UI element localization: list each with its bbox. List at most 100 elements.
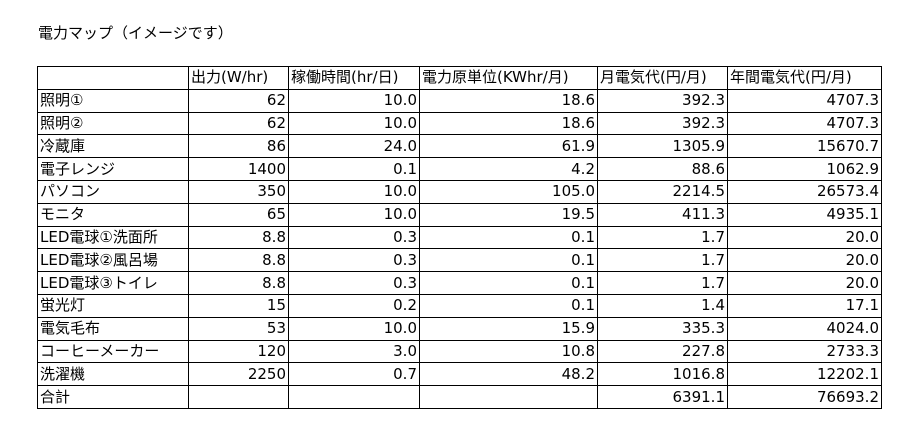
cell: 48.2 <box>419 362 598 387</box>
cell: 0.7 <box>288 362 420 387</box>
cell: 19.5 <box>419 202 598 227</box>
cell: 0.1 <box>419 225 598 250</box>
cell: 0.1 <box>419 293 598 318</box>
cell: 53 <box>188 316 289 341</box>
cell: 1400 <box>188 157 289 181</box>
cell: 4707.3 <box>727 111 882 136</box>
cell: 411.3 <box>597 202 728 227</box>
cell: 24.0 <box>288 134 420 159</box>
header-cell: 月電気代(円/月) <box>597 66 728 90</box>
cell: 10.0 <box>288 179 420 204</box>
cell: 62 <box>188 111 289 136</box>
cell: 227.8 <box>597 339 728 364</box>
cell: 18.6 <box>419 88 598 113</box>
cell: 15670.7 <box>727 134 882 159</box>
cell: 0.3 <box>288 225 420 250</box>
cell: 8.8 <box>188 225 289 250</box>
row-label: LED電球②風呂場 <box>37 248 189 273</box>
cell: 10.8 <box>419 339 598 364</box>
cell: 10.0 <box>288 88 420 113</box>
cell: 1016.8 <box>597 362 728 387</box>
row: モニタ 65 10.0 19.5 411.3 4935.1 <box>37 202 882 227</box>
row: 電子レンジ 1400 0.1 4.2 88.6 1062.9 <box>37 157 882 181</box>
header-cell: 出力(W/hr) <box>188 66 289 90</box>
cell: 2214.5 <box>597 179 728 204</box>
row-label: 照明① <box>37 88 189 113</box>
cell: 10.0 <box>288 111 420 136</box>
cell: 4707.3 <box>727 88 882 113</box>
row-label: 電子レンジ <box>37 157 189 181</box>
cell: 392.3 <box>597 111 728 136</box>
row-label: 蛍光灯 <box>37 293 189 318</box>
row: パソコン 350 10.0 105.0 2214.5 26573.4 <box>37 179 882 204</box>
cell: 1305.9 <box>597 134 728 159</box>
row-label: 洗濯機 <box>37 362 189 387</box>
cell: 120 <box>188 339 289 364</box>
cell: 1.7 <box>597 271 728 295</box>
row-label: モニタ <box>37 202 189 227</box>
cell: 0.3 <box>288 271 420 295</box>
cell <box>188 385 289 409</box>
cell: 4.2 <box>419 157 598 181</box>
cell: 2733.3 <box>727 339 882 364</box>
header-cell: 電力原単位(KWhr/月) <box>419 66 598 90</box>
cell: 62 <box>188 88 289 113</box>
row-label: 冷蔵庫 <box>37 134 189 159</box>
cell: 20.0 <box>727 225 882 250</box>
row: コーヒーメーカー 120 3.0 10.8 227.8 2733.3 <box>37 339 882 364</box>
cell: 10.0 <box>288 316 420 341</box>
row-label: パソコン <box>37 179 189 204</box>
title: 電力マップ（イメージです） <box>38 24 233 42</box>
cell: 20.0 <box>727 271 882 295</box>
cell <box>419 385 598 409</box>
cell: 61.9 <box>419 134 598 159</box>
table-body: 出力(W/hr) 稼働時間(hr/日) 電力原単位(KWhr/月) 月電気代(円/月)… <box>37 66 882 409</box>
cell: 3.0 <box>288 339 420 364</box>
cell: 4935.1 <box>727 202 882 227</box>
row-label: コーヒーメーカー <box>37 339 189 364</box>
cell: 88.6 <box>597 157 728 181</box>
cell: 1.7 <box>597 248 728 273</box>
cell: 1062.9 <box>727 157 882 181</box>
cell: 12202.1 <box>727 362 882 387</box>
header-cell: 稼働時間(hr/日) <box>288 66 420 90</box>
cell: 65 <box>188 202 289 227</box>
row: 蛍光灯 15 0.2 0.1 1.4 17.1 <box>37 293 882 318</box>
cell: 105.0 <box>419 179 598 204</box>
row: 洗濯機 2250 0.7 48.2 1016.8 12202.1 <box>37 362 882 387</box>
cell: 76693.2 <box>727 385 882 409</box>
cell: 4024.0 <box>727 316 882 341</box>
cell: 6391.1 <box>597 385 728 409</box>
row-label: 照明② <box>37 111 189 136</box>
cell: 0.2 <box>288 293 420 318</box>
row: LED電球③トイレ 8.8 0.3 0.1 1.7 20.0 <box>37 271 882 295</box>
header-row: 出力(W/hr) 稼働時間(hr/日) 電力原単位(KWhr/月) 月電気代(円/月)… <box>37 66 882 90</box>
cell: 17.1 <box>727 293 882 318</box>
row: LED電球②風呂場 8.8 0.3 0.1 1.7 20.0 <box>37 248 882 273</box>
cell: 8.8 <box>188 271 289 295</box>
cell: 1.4 <box>597 293 728 318</box>
row-label: 電気毛布 <box>37 316 189 341</box>
cell: 392.3 <box>597 88 728 113</box>
header-cell <box>37 66 189 90</box>
cell: 26573.4 <box>727 179 882 204</box>
cell: 18.6 <box>419 111 598 136</box>
row: 電気毛布 53 10.0 15.9 335.3 4024.0 <box>37 316 882 341</box>
cell: 1.7 <box>597 225 728 250</box>
cell: 2250 <box>188 362 289 387</box>
row-label: LED電球①洗面所 <box>37 225 189 250</box>
cell: 8.8 <box>188 248 289 273</box>
row: 照明② 62 10.0 18.6 392.3 4707.3 <box>37 111 882 136</box>
cell: 350 <box>188 179 289 204</box>
cell <box>288 385 420 409</box>
cell: 10.0 <box>288 202 420 227</box>
table: 出力(W/hr) 稼働時間(hr/日) 電力原単位(KWhr/月) 月電気代(円/月)… <box>37 66 882 409</box>
cell: 86 <box>188 134 289 159</box>
cell: 0.1 <box>419 248 598 273</box>
cell: 20.0 <box>727 248 882 273</box>
row: 照明① 62 10.0 18.6 392.3 4707.3 <box>37 88 882 113</box>
header-cell: 年間電気代(円/月) <box>727 66 882 90</box>
cell: 15.9 <box>419 316 598 341</box>
row-label: LED電球③トイレ <box>37 271 189 295</box>
